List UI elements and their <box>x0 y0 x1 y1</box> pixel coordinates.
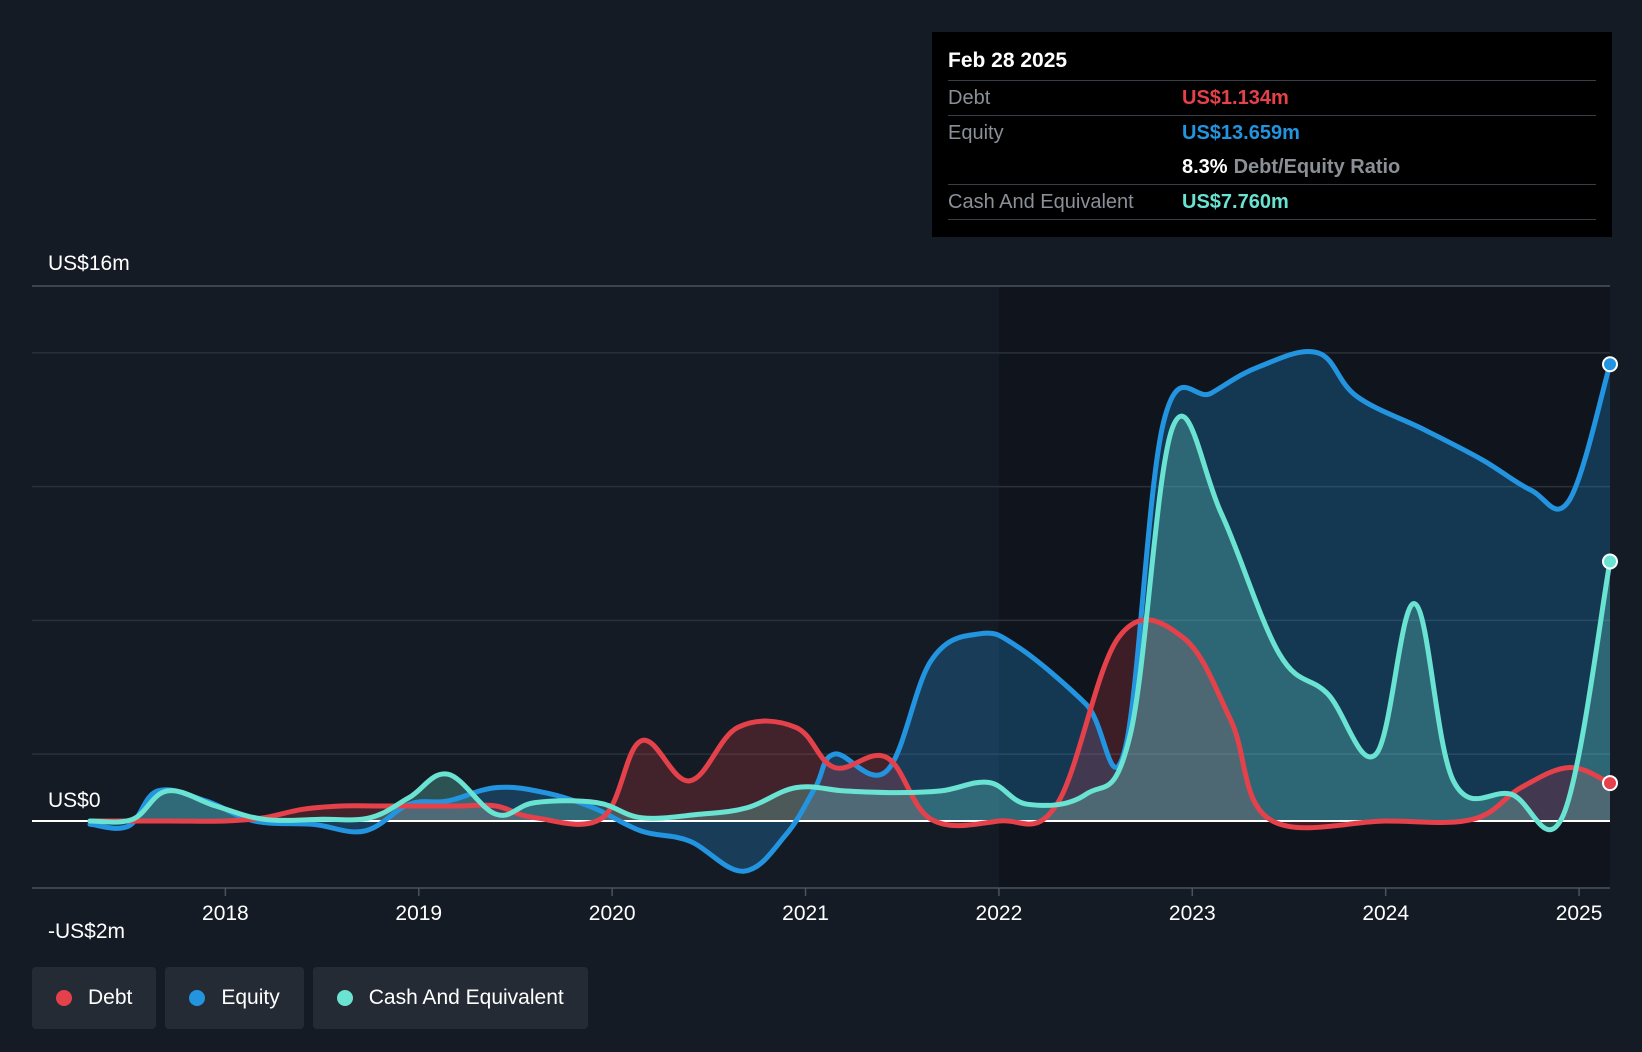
x-tick-label-2025: 2025 <box>1556 902 1603 925</box>
x-tick-label-2020: 2020 <box>589 902 636 925</box>
legend: Debt Equity Cash And Equivalent <box>32 967 588 1029</box>
endpoint-equity <box>1602 356 1618 373</box>
tooltip-debt-value: US$1.134m <box>1182 86 1289 109</box>
tooltip-ratio-row: 8.3% Debt/Equity Ratio <box>948 150 1596 184</box>
legend-item-cash[interactable]: Cash And Equivalent <box>312 967 588 1029</box>
legend-equity-label: Equity <box>221 986 280 1009</box>
line-debt <box>87 617 1613 831</box>
line-equity <box>87 349 1613 874</box>
tooltip-cash-value: US$7.760m <box>1182 190 1289 213</box>
area-debt <box>90 619 1610 828</box>
endpoint-debt <box>1602 775 1618 792</box>
tooltip-cash-label: Cash And Equivalent <box>948 190 1134 213</box>
area-equity <box>90 351 1610 872</box>
tooltip-ratio-label: Debt/Equity Ratio <box>1233 155 1401 178</box>
x-tick-label-2019: 2019 <box>395 902 442 925</box>
line-cash-and-equivalent <box>87 413 1613 833</box>
tooltip-equity-label: Equity <box>948 121 1004 144</box>
legend-equity-dot-icon <box>189 990 206 1006</box>
tooltip-debt-row: Debt US$1.134m <box>948 80 1596 115</box>
x-tick-label-2022: 2022 <box>976 902 1023 925</box>
legend-item-debt[interactable]: Debt <box>32 967 157 1029</box>
tooltip-date: Feb 28 2025 <box>948 49 1068 72</box>
tooltip-debt-label: Debt <box>948 86 991 109</box>
x-tick-label-2021: 2021 <box>782 902 829 925</box>
legend-item-equity[interactable]: Equity <box>165 967 304 1029</box>
x-tick-label-2024: 2024 <box>1362 902 1409 925</box>
tooltip-ratio-value: 8.3% <box>1182 155 1228 178</box>
legend-debt-label: Debt <box>88 986 133 1009</box>
tooltip-panel: Feb 28 2025 Debt US$1.134m Equity US$13.… <box>932 32 1612 237</box>
y-tick-label-1: US$0 <box>48 789 101 812</box>
x-tick-label-2018: 2018 <box>202 902 249 925</box>
tooltip-cash-row: Cash And Equivalent US$7.760m <box>948 184 1596 220</box>
endpoint-cash-and-equivalent <box>1602 553 1618 570</box>
area-cash-and-equivalent <box>90 416 1610 830</box>
y-tick-label-2: -US$2m <box>48 920 125 943</box>
legend-cash-dot-icon <box>336 990 353 1006</box>
x-tick-label-2023: 2023 <box>1169 902 1216 925</box>
tooltip-equity-value: US$13.659m <box>1182 121 1300 144</box>
legend-cash-label: Cash And Equivalent <box>368 986 564 1009</box>
tooltip-equity-row: Equity US$13.659m <box>948 115 1596 150</box>
y-tick-label-0: US$16m <box>48 252 130 275</box>
legend-debt-dot-icon <box>56 990 72 1006</box>
